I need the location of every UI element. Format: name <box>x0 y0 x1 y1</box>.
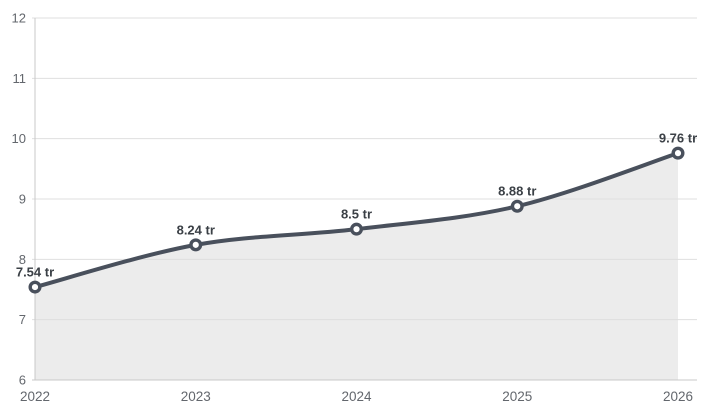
data-point-2023[interactable] <box>189 238 203 252</box>
point-label-2023: 8.24 tr <box>177 222 215 237</box>
data-point-2026[interactable] <box>671 146 685 160</box>
point-label-2024: 8.5 tr <box>341 207 372 222</box>
x-tick-label-2022: 2022 <box>20 389 50 404</box>
data-point-2024[interactable] <box>350 222 364 236</box>
x-tick-label-2023: 2023 <box>181 389 211 404</box>
x-tick-label-2026: 2026 <box>663 389 693 404</box>
x-tick-label-2024: 2024 <box>341 389 372 404</box>
y-tick-label-7: 7 <box>19 312 26 327</box>
point-label-2026: 9.76 tr <box>659 131 697 146</box>
y-tick-label-11: 11 <box>13 71 27 86</box>
point-label-2022: 7.54 tr <box>16 265 54 280</box>
data-point-2025[interactable] <box>510 199 524 213</box>
data-point-2022[interactable] <box>28 280 42 294</box>
y-tick-label-9: 9 <box>19 192 26 207</box>
x-tick-label-2025: 2025 <box>502 389 532 404</box>
y-tick-label-8: 8 <box>19 252 26 267</box>
y-tick-label-10: 10 <box>12 131 26 146</box>
y-tick-label-6: 6 <box>19 373 26 388</box>
point-label-2025: 8.88 tr <box>498 184 536 199</box>
y-tick-label-12: 12 <box>12 11 26 26</box>
